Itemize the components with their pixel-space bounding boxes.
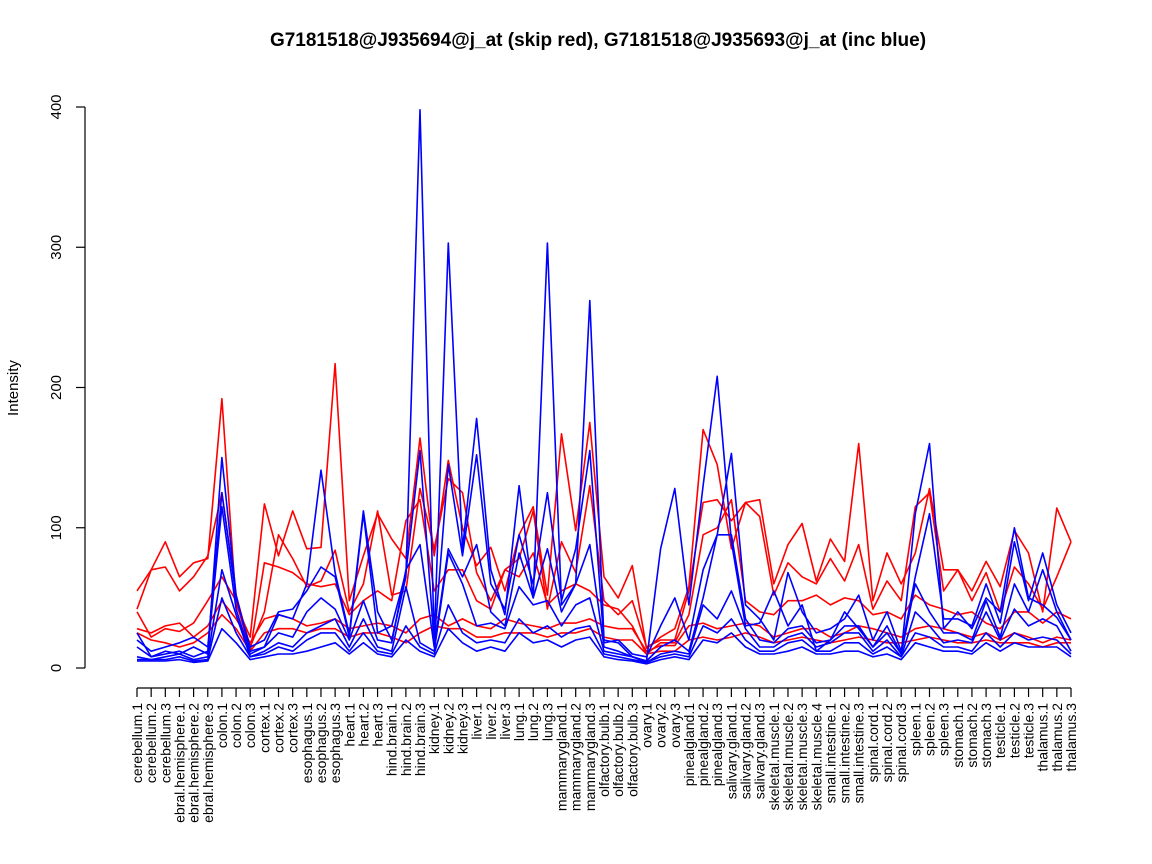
x-tick-label: liver.2 [483,703,499,740]
x-tick-label: esophagus.3 [327,703,343,783]
x-tick-label: heart.3 [370,703,386,747]
x-tick-label: salivary.gland.1 [723,703,739,799]
x-tick-label: esophagus.2 [313,703,329,783]
x-tick-label: thalamus.1 [1035,703,1051,772]
x-tick-label: pinealgland.1 [681,703,697,787]
x-tick-label: olfactory.bulb.2 [610,703,626,797]
x-tick-label: hind.brain.3 [412,703,428,776]
series-line-8 [136,505,1072,662]
x-tick-label: mammarygland.1 [554,703,570,811]
x-tick-label: stomach.2 [964,703,980,768]
x-tick-label: liver.1 [469,703,485,740]
x-tick-label: thalamus.3 [1063,703,1079,772]
x-tick-label: salivary.gland.2 [738,703,754,799]
x-tick-label: heart.2 [355,703,371,747]
series-line-11 [137,627,1072,665]
x-tick-label: cortex.1 [256,703,272,753]
x-tick-label: mammarygland.3 [582,703,598,811]
x-tick-label: kidney.1 [426,703,442,754]
x-tick-label: hind.brain.1 [384,703,400,776]
x-tick-label: olfactory.bulb.3 [624,703,640,797]
x-tick-label: small.intestine.3 [851,703,867,804]
x-tick-label: cortex.3 [285,703,301,753]
x-tick-label: small.intestine.1 [822,703,838,804]
x-tick-label: stomach.1 [950,703,966,768]
x-tick-label: spinal.cord.1 [865,703,881,783]
x-tick-label: mammarygland.2 [568,703,584,811]
y-axis: 0 100 200 300 400 [48,94,86,672]
x-tick-label: colon.1 [214,703,230,748]
x-tick-label: lung.3 [539,703,555,741]
x-tick-label: ebral.hemisphere.2 [186,703,202,823]
x-tick-label: pinealgland.2 [695,703,711,787]
x-tick-label: skeletal.muscle.4 [808,703,824,811]
x-tick-label: spleen.1 [907,703,923,756]
x-tick-label: spinal.cord.2 [879,703,895,783]
x-tick-label: spleen.3 [936,703,952,756]
x-tick-label: testicle.1 [992,703,1008,758]
series-line-10 [137,597,1072,664]
x-tick-label: ebral.hemisphere.3 [200,703,216,823]
x-tick-label: ebral.hemisphere.1 [172,703,188,823]
y-tick-label: 100 [48,515,65,540]
x-tick-label: colon.2 [228,703,244,748]
x-tick-label: skeletal.muscle.2 [780,703,796,811]
x-tick-label: heart.1 [341,703,357,747]
x-tick-label: olfactory.bulb.1 [596,703,612,797]
series-line-9 [136,552,1072,664]
x-tick-label: ovary.3 [667,703,683,748]
x-tick-label: thalamus.2 [1049,703,1065,772]
x-tick-label: esophagus.1 [299,703,315,783]
x-tick-label: ovary.2 [653,703,669,748]
y-tick-label: 300 [48,235,65,260]
x-tick-label: stomach.3 [978,703,994,768]
y-tick-label: 200 [48,375,65,400]
y-axis-label: Intensity [5,360,22,416]
x-tick-label: cerebellum.2 [143,703,159,783]
x-tick-label: hind.brain.2 [398,703,414,776]
x-tick-label: salivary.gland.3 [752,703,768,799]
y-tick-label: 400 [48,94,65,119]
y-tick-label: 0 [48,664,65,672]
x-tick-label: small.intestine.2 [837,703,853,804]
series-line-6 [136,109,1072,662]
x-tick-label: colon.3 [242,703,258,748]
x-tick-label: lung.1 [511,703,527,741]
x-tick-label: spinal.cord.3 [893,703,909,783]
x-tick-label: testicle.2 [1006,703,1022,758]
x-tick-label: liver.3 [497,703,513,740]
series-line-3 [136,498,1072,655]
x-tick-label: cerebellum.3 [157,703,173,783]
x-tick-label: testicle.3 [1021,703,1037,758]
x-tick-label: ovary.1 [639,703,655,748]
x-tick-label: cortex.2 [271,703,287,753]
series-layer [136,109,1072,665]
x-tick-label: pinealgland.3 [709,703,725,787]
x-tick-label: lung.2 [525,703,541,741]
x-tick-label: kidney.3 [455,703,471,754]
x-tick-label: skeletal.muscle.1 [766,703,782,811]
series-line-1 [136,362,1072,650]
chart-title: G7181518@J935694@j_at (skip red), G71815… [269,30,927,51]
series-line-2 [136,477,1072,648]
x-axis: cerebellum.1cerebellum.2cerebellum.3ebra… [129,687,1079,823]
x-tick-label: spleen.2 [922,703,938,756]
x-tick-label: kidney.2 [440,703,456,754]
x-tick-label: cerebellum.1 [129,703,145,783]
x-tick-label: skeletal.muscle.3 [794,703,810,811]
